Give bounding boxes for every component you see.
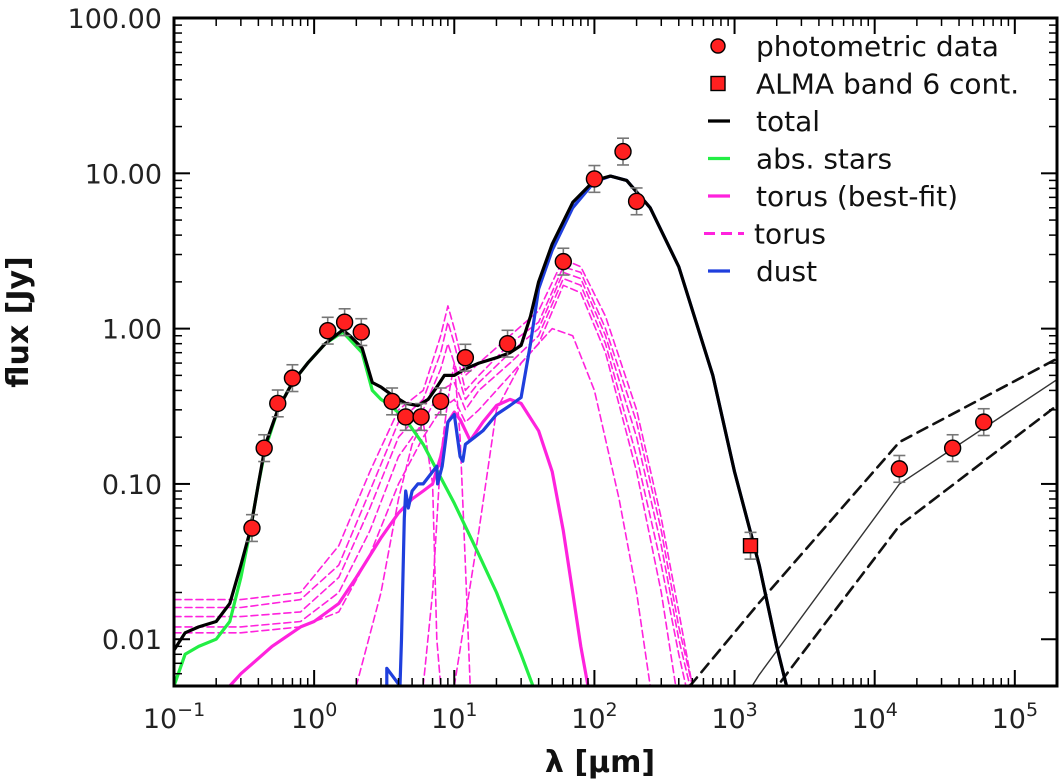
photometric-data-point (412, 402, 430, 432)
legend-square-marker (710, 75, 726, 92)
x-tick-label: 102 (571, 699, 617, 735)
photometric-data-point (335, 308, 354, 337)
x-tick-label: 104 (851, 699, 897, 735)
alma-marker (742, 538, 759, 554)
data-marker (383, 392, 401, 411)
torus-curve-8 (453, 327, 651, 686)
photometric-data-point (243, 513, 261, 543)
legend-item-photometric-data: photometric data (710, 30, 999, 63)
ticks-layer: 10−1 100 101 102 103 104 105 0.01 0.10 1.00 10.00 1… (68, 4, 1058, 735)
data-marker (396, 408, 415, 426)
photometric-data-point (614, 137, 632, 166)
photometric-data-point (554, 247, 573, 276)
torus-curve-4 (174, 277, 687, 686)
data-marker (890, 460, 909, 478)
photometric-data-point (585, 164, 604, 194)
data-marker (498, 334, 517, 353)
data-marker (352, 323, 370, 341)
data-marker (412, 408, 430, 426)
legend-item-total: total (708, 105, 820, 138)
photometric-data-point (456, 343, 475, 372)
legend-item-dust: dust (708, 255, 817, 288)
legend-item-torus: torus (704, 218, 826, 251)
photometric-data-point (383, 387, 401, 416)
x-tick-label: 100 (291, 699, 337, 735)
x-tick-label: 105 (992, 699, 1038, 735)
torus-curve-2 (174, 266, 694, 686)
legend-item-abs-stars: abs. stars (708, 143, 892, 176)
data-marker (283, 369, 302, 387)
y-tick-label: 1.00 (102, 315, 162, 346)
photometric-data-point (975, 407, 993, 437)
photometric-data-point (352, 317, 370, 347)
legend-label: torus (754, 218, 826, 251)
legend-label: dust (756, 255, 817, 288)
legend-label: ALMA band 6 cont. (756, 68, 1019, 101)
data-marker (943, 439, 962, 457)
data-marker (255, 439, 273, 457)
abs-stars-curve (174, 330, 535, 686)
photometric-data-point (283, 363, 302, 393)
data-marker (554, 252, 573, 271)
legend-label: torus (best-fit) (756, 180, 958, 213)
total-curve (174, 174, 789, 686)
legend-label: abs. stars (756, 143, 892, 176)
synchrotron-lower-bound-curve (775, 404, 1057, 686)
photometric-data-point (890, 454, 909, 484)
torus-curve-6 (355, 421, 442, 686)
photometric-data-point (255, 433, 273, 463)
photometric-data-point (627, 187, 646, 216)
alma-band-6-cont-point (742, 531, 759, 560)
legend-item-torus-best-fit: torus (best-fit) (708, 180, 958, 213)
torus-curve-1 (174, 258, 694, 686)
photometric-data-point (943, 433, 962, 463)
synchrotron-upper-bound-curve (688, 357, 1057, 686)
legend: photometric data ALMA band 6 cont. total ab… (704, 30, 1019, 288)
dust-curve (385, 174, 789, 686)
points-layer (243, 137, 993, 560)
y-tick-label: 0.01 (102, 625, 162, 656)
data-marker (614, 142, 632, 161)
photometric-data-point (498, 329, 517, 358)
legend-item-alma-band-6-cont: ALMA band 6 cont. (710, 68, 1019, 101)
data-marker (335, 313, 354, 331)
data-marker (269, 394, 287, 413)
x-tick-label: 103 (711, 699, 757, 735)
torus-curve-3 (174, 271, 691, 686)
x-axis-title: λ [μm] (545, 745, 655, 780)
legend-circle-marker (710, 38, 726, 54)
x-tick-label: 10−1 (143, 699, 205, 735)
x-tick-label: 101 (431, 699, 477, 735)
curves-layer (174, 174, 1057, 686)
data-marker (243, 519, 261, 537)
y-tick-label: 10.00 (85, 159, 162, 190)
data-marker (456, 348, 475, 367)
data-marker (431, 392, 450, 411)
photometric-data-point (319, 316, 337, 345)
data-marker (319, 321, 337, 340)
legend-label: photometric data (756, 30, 999, 63)
torus-curve-7 (422, 362, 471, 686)
y-tick-label: 0.10 (102, 470, 162, 501)
y-tick-label: 100.00 (68, 4, 162, 35)
legend-label: total (756, 105, 820, 138)
data-marker (585, 170, 604, 188)
data-marker (975, 413, 993, 431)
y-axis-title: flux [Jy] (1, 256, 36, 388)
synchrotron-fit-curve (751, 378, 1057, 686)
data-marker (627, 192, 646, 211)
photometric-data-point (269, 389, 287, 418)
torus-curve-5 (174, 284, 677, 686)
photometric-data-point (431, 387, 450, 416)
